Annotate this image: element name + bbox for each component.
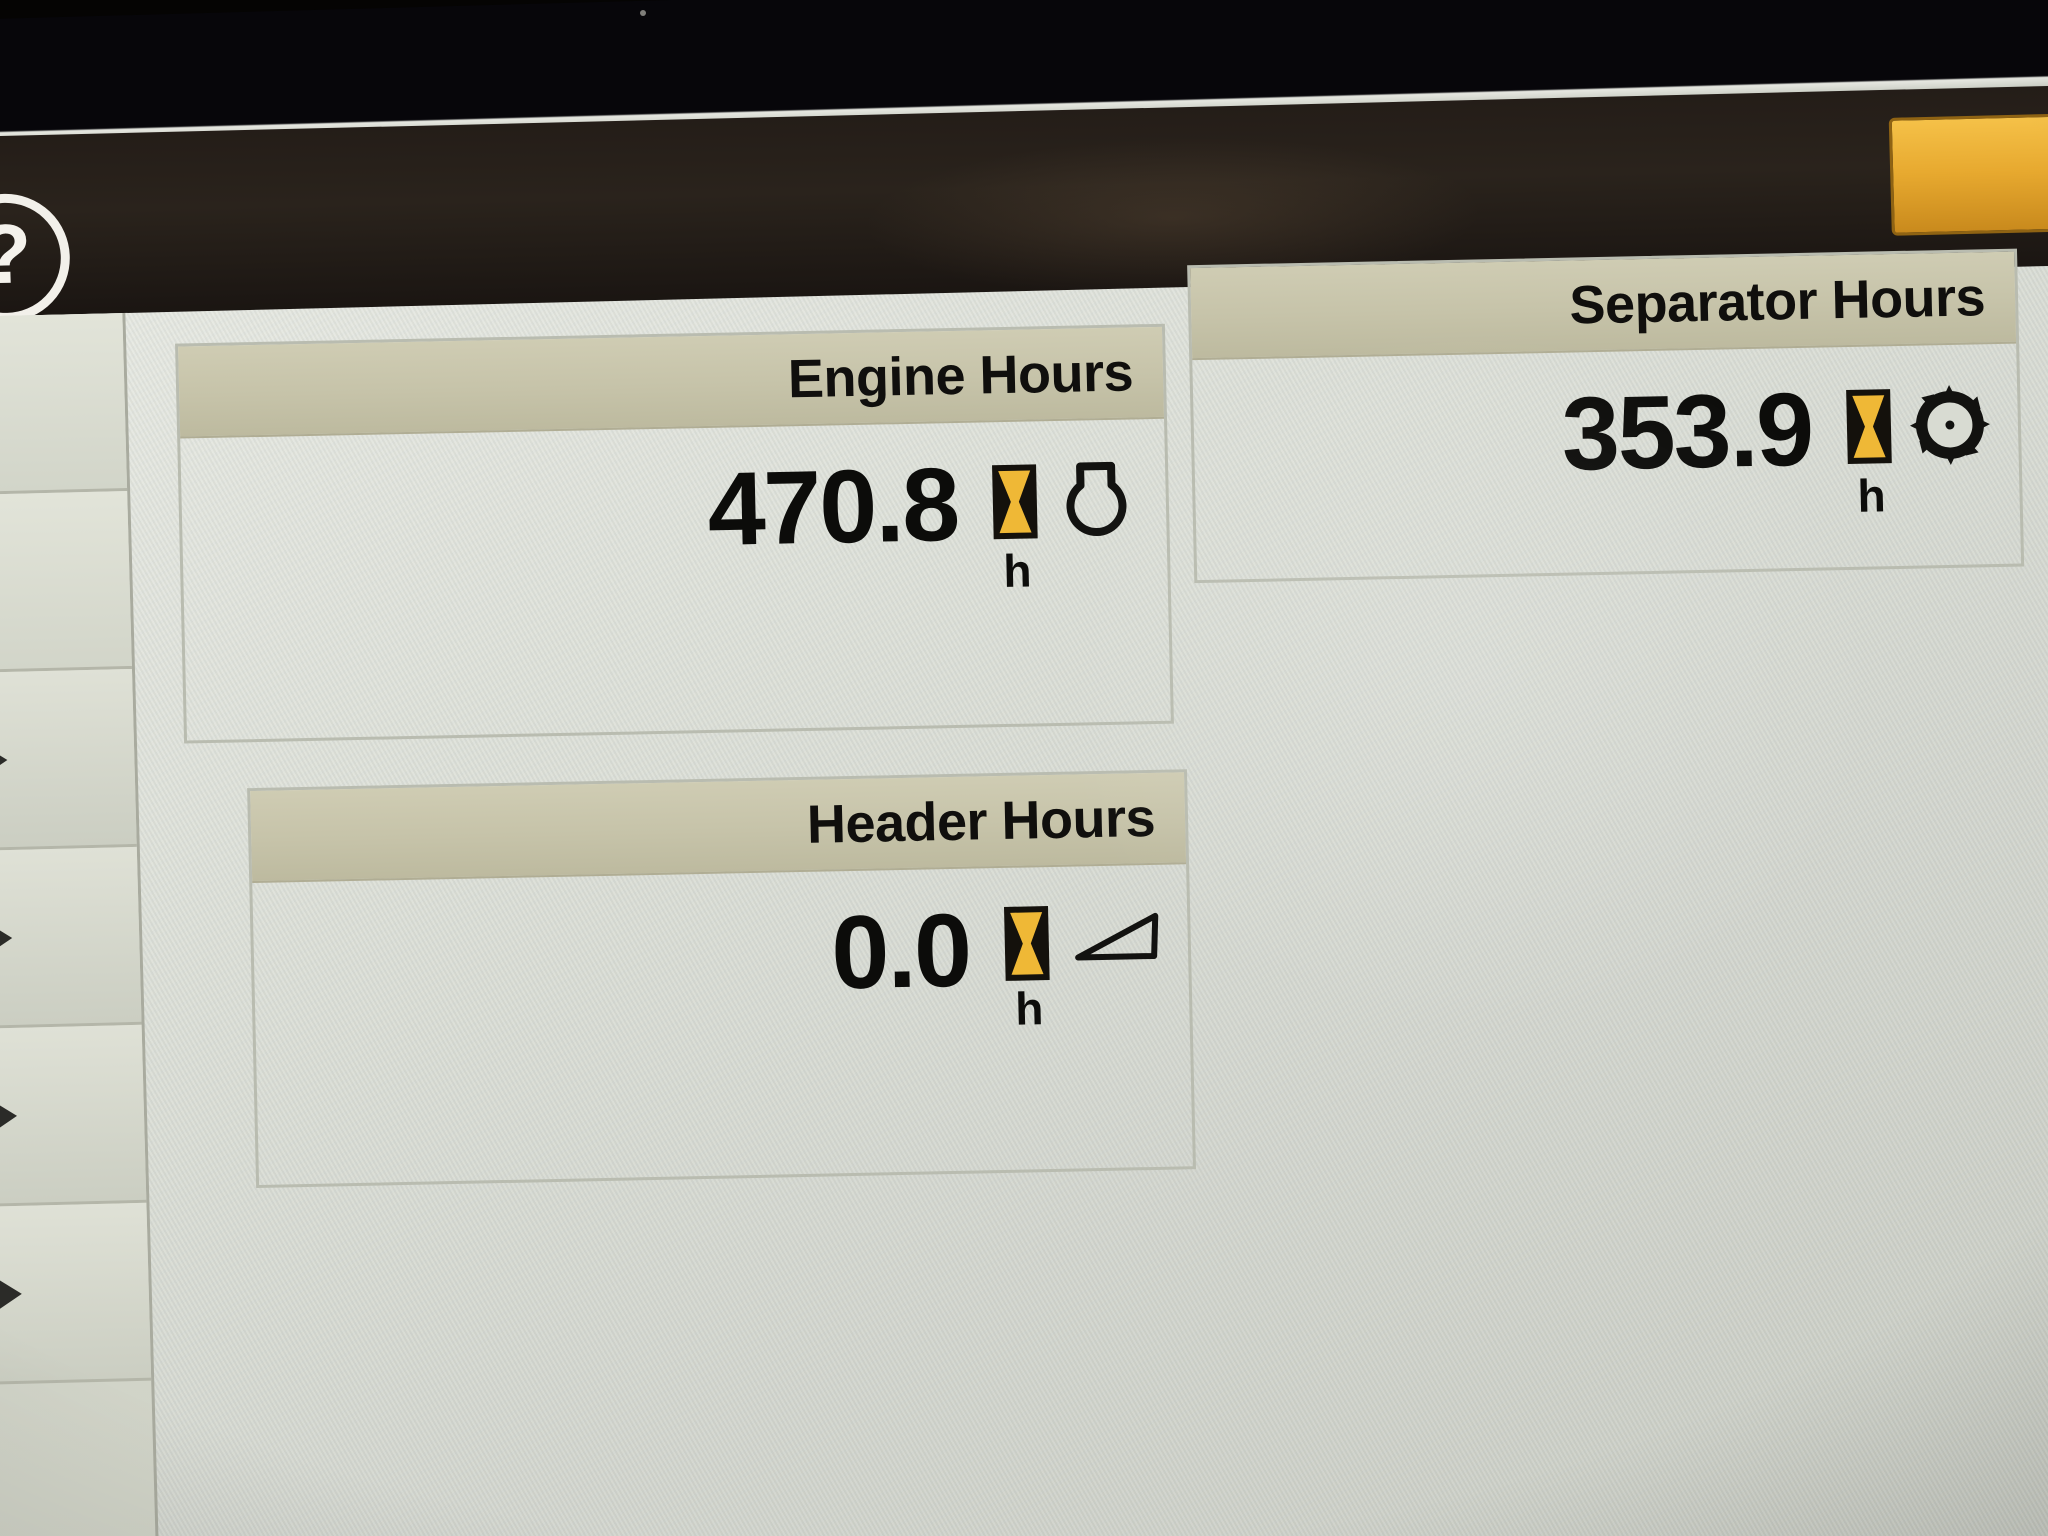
sidebar-item-1[interactable] (0, 313, 128, 496)
header-platform-icon (1075, 912, 1159, 961)
engine-hours-title: Engine Hours (787, 342, 1134, 410)
engine-icon (1066, 461, 1127, 536)
sidebar-item-5[interactable] (0, 1024, 147, 1208)
header-hours-panel-body: 0.0 h (252, 864, 1190, 1047)
triangle-right-icon (0, 1271, 23, 1317)
sidebar-item-4[interactable] (0, 846, 142, 1030)
separator-hours-value: 353.9 (1560, 371, 1814, 493)
header-hours-unit: h (1014, 982, 1044, 1035)
engine-hours-value: 470.8 (706, 446, 960, 568)
header-hours-icon-cluster: h (1003, 895, 1164, 1035)
sidebar-item-6[interactable] (0, 1202, 152, 1386)
engine-hours-icon-cluster: h (991, 449, 1142, 598)
header-hours-title: Header Hours (806, 787, 1156, 855)
sidebar-item-3[interactable] (0, 668, 137, 852)
separator-hours-panel-body: 353.9 (1192, 344, 2020, 532)
display-screen: ? Engine (0, 68, 2048, 1536)
help-icon-label: ? (0, 206, 33, 302)
separator-rotor-gear-icon (1909, 384, 1990, 465)
triangle-right-icon (0, 737, 8, 783)
engine-hours-unit: h (1002, 544, 1033, 598)
engine-hours-panel[interactable]: Engine Hours 470.8 (175, 323, 1174, 744)
hourglass-icon (1003, 906, 1050, 981)
amber-action-button[interactable] (1888, 111, 2048, 236)
hourglass-icon (1846, 389, 1892, 465)
question-mark-help-icon[interactable]: ? (0, 192, 72, 324)
sidebar-item-2[interactable] (0, 491, 132, 674)
separator-hours-panel-header: Separator Hours (1190, 251, 2017, 361)
triangle-right-icon (0, 915, 13, 961)
separator-hours-title: Separator Hours (1568, 267, 1986, 336)
separator-hours-icon-cluster: h (1845, 374, 1994, 522)
header-hours-panel[interactable]: Header Hours 0.0 h (247, 769, 1196, 1189)
hourglass-icon (992, 464, 1038, 540)
engine-hours-panel-body: 470.8 h (180, 419, 1168, 611)
separator-hours-unit: h (1856, 469, 1887, 522)
header-hours-value: 0.0 (830, 892, 972, 1012)
triangle-right-icon (0, 1093, 18, 1139)
separator-hours-panel[interactable]: Separator Hours 353.9 (1187, 248, 2025, 584)
